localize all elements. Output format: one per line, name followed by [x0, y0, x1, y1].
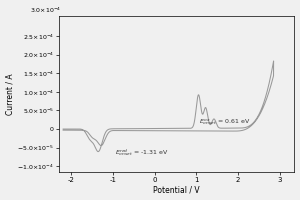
Text: $3.0$×10$^{-4}$: $3.0$×10$^{-4}$	[31, 6, 62, 15]
Text: $E_{onset}^{ox}$ = 0.61 eV: $E_{onset}^{ox}$ = 0.61 eV	[199, 117, 250, 127]
X-axis label: Potential / V: Potential / V	[153, 185, 200, 194]
Y-axis label: Current / A: Current / A	[6, 73, 15, 115]
Text: $E_{onset}^{red}$ = -1.31 eV: $E_{onset}^{red}$ = -1.31 eV	[115, 147, 169, 158]
